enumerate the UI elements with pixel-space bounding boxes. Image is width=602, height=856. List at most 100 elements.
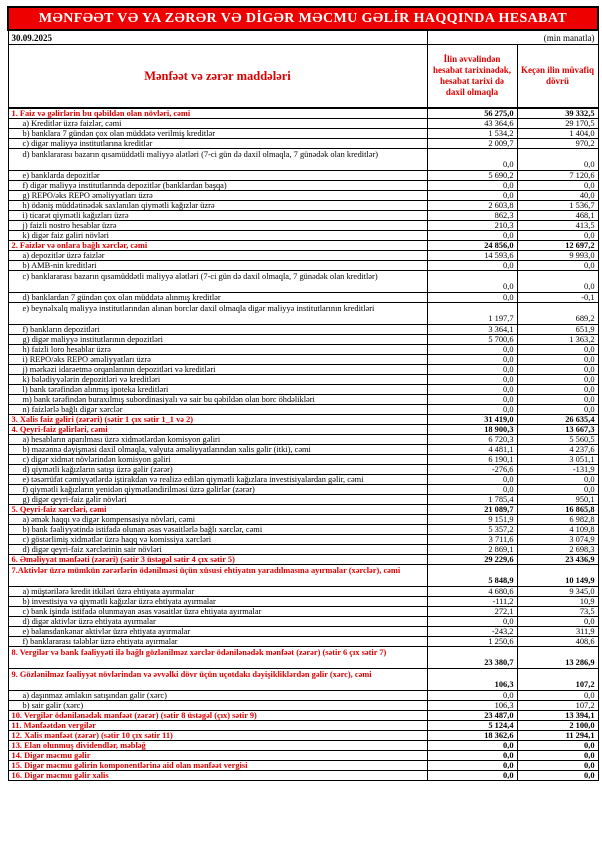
table-row: b) sair gəlir (xərc) 106,3 107,2 bbox=[7, 700, 599, 711]
row-value-col1: 862,3 bbox=[426, 210, 518, 221]
row-value-col2: 0,0 bbox=[516, 180, 599, 191]
table-row: 8. Vergilər və bank fəaliyyəti ilə bağlı… bbox=[7, 646, 599, 669]
table-row: j) faizli nostro hesablar üzrə 210,3 413,5 bbox=[7, 220, 599, 231]
table-row: 13. Elan olunmuş dividendlər, məbləğ 0,0 0… bbox=[7, 740, 599, 751]
row-value-col2: 0,0 bbox=[516, 750, 599, 761]
row-value-col2: 1 536,7 bbox=[516, 200, 599, 211]
row-value-col2: -0,1 bbox=[516, 292, 599, 303]
table-row: c) digər maliyyə institutlarına kreditlə… bbox=[7, 138, 599, 149]
row-label: n) faizlərlə bağlı digər xərclər bbox=[7, 404, 428, 415]
table-row: c) banklararası bazarın qısamüddətli mal… bbox=[7, 270, 599, 293]
row-value-col1: 14 593,6 bbox=[426, 250, 518, 261]
row-value-col2: 11 294,1 bbox=[516, 730, 599, 741]
row-value-col1: 0,0 bbox=[426, 690, 518, 701]
table-row: g) digər maliyyə institutlarının depozit… bbox=[7, 334, 599, 345]
row-label: a) daşınmaz əmlakın satışından gəlir (xə… bbox=[7, 690, 428, 701]
table-row: e) balansdankənar aktivlər üzrə ehtiyata… bbox=[7, 626, 599, 637]
row-value-col2: 10,9 bbox=[516, 596, 599, 607]
row-value-col2: 23 436,9 bbox=[516, 554, 599, 565]
row-label: 13. Elan olunmuş dividendlər, məbləğ bbox=[7, 740, 428, 751]
table-row: 6. Əməliyyat mənfəəti (zərəri) (sətir 3 … bbox=[7, 554, 599, 565]
row-value-col2: 0,0 bbox=[516, 484, 599, 495]
report-title-bar: MƏNFƏƏT VƏ YA ZƏRƏR VƏ DİGƏR MƏCMU GƏLİR… bbox=[6, 6, 600, 31]
row-value-col2: 0,0 bbox=[516, 230, 599, 241]
row-value-col2: 12 697,2 bbox=[516, 240, 599, 251]
row-value-col1: 0,0 bbox=[426, 384, 518, 395]
row-value-col2: 0,0 bbox=[516, 394, 599, 405]
row-value-col1: -111,2 bbox=[426, 596, 518, 607]
row-value-col1: 0,0 bbox=[426, 148, 518, 171]
table-row: h) ödəniş müddətinədək saxlanılan qiymət… bbox=[7, 200, 599, 211]
table-row: 3. Xalis faiz gəliri (zərəri) (sətir 1 ç… bbox=[7, 414, 599, 425]
row-value-col2: 9 345,0 bbox=[516, 586, 599, 597]
table-row: g) digər qeyri-faiz gəlir növləri 1 785,4… bbox=[7, 494, 599, 505]
table-row: b) məzənnə dəyişməsi daxil olmaqla, valy… bbox=[7, 444, 599, 455]
row-value-col2: 5 560,5 bbox=[516, 434, 599, 445]
row-value-col2: 689,2 bbox=[516, 302, 599, 325]
row-value-col1: 2 009,7 bbox=[426, 138, 518, 149]
row-value-col2: 468,1 bbox=[516, 210, 599, 221]
row-value-col1: 31 419,0 bbox=[426, 414, 518, 425]
row-value-col2: 413,5 bbox=[516, 220, 599, 231]
row-value-col2: 13 667,3 bbox=[516, 424, 599, 435]
row-value-col1: 4 481,1 bbox=[426, 444, 518, 455]
table-row: 1. Faiz və gəlirlərin bu qəbildən olan n… bbox=[7, 107, 599, 119]
table-row: b) bank fəaliyyətində istifadə olunan əs… bbox=[7, 524, 599, 535]
row-label: d) banklardan 7 gündən çox olan müddətə … bbox=[7, 292, 428, 303]
row-value-col1: 0,0 bbox=[426, 394, 518, 405]
row-label: d) qiymətli kağızların satışı üzrə gəlir… bbox=[7, 464, 428, 475]
table-row: e) banklarda depozitlər 5 690,2 7 120,6 bbox=[7, 170, 599, 181]
row-value-col2: 13 394,1 bbox=[516, 710, 599, 721]
row-value-col1: 21 089,7 bbox=[426, 504, 518, 515]
table-row: 10. Vergilər ödənilənədək mənfəət (zərər… bbox=[7, 710, 599, 721]
row-label: 1. Faiz və gəlirlərin bu qəbildən olan n… bbox=[7, 107, 428, 119]
table-row: b) AMB-nin kreditləri 0,0 0,0 bbox=[7, 260, 599, 271]
row-label: g) REPO/əks REPO əməliyyatları üzrə bbox=[7, 190, 428, 201]
row-value-col2: 950,1 bbox=[516, 494, 599, 505]
items-column-header: Mənfəət və zərər maddələri bbox=[7, 44, 428, 109]
row-value-col1: 272,1 bbox=[426, 606, 518, 617]
row-value-col1: 106,3 bbox=[426, 700, 518, 711]
table-row: i) ticarət qiymətli kağızları üzrə 862,3 4… bbox=[7, 210, 599, 221]
row-label: c) digər xidmət növlərindən komisyon gəl… bbox=[7, 454, 428, 465]
row-value-col1: 5 690,2 bbox=[426, 170, 518, 181]
table-row: d) qiymətli kağızların satışı üzrə gəlir… bbox=[7, 464, 599, 475]
row-value-col2: 0,0 bbox=[516, 354, 599, 365]
table-row: 11. Mənfəətdən vergilər 5 124,4 2 100,0 bbox=[7, 720, 599, 731]
row-value-col1: 56 275,0 bbox=[426, 107, 518, 119]
table-row: f) bankların depozitləri 3 364,1 651,9 bbox=[7, 324, 599, 335]
row-label: 14. Digər məcmu gəlir bbox=[7, 750, 428, 761]
row-value-col2: 0,0 bbox=[516, 740, 599, 751]
row-value-col1: 23 487,0 bbox=[426, 710, 518, 721]
row-value-col2: 13 286,9 bbox=[516, 646, 599, 669]
row-label: f) bankların depozitləri bbox=[7, 324, 428, 335]
table-row: 2. Faizlər və onlara bağlı xərclər, cəmi… bbox=[7, 240, 599, 251]
table-row: m) bank tərəfindən buraxılmış subordinas… bbox=[7, 394, 599, 405]
row-label: c) digər maliyyə institutlarına kreditlə… bbox=[7, 138, 428, 149]
row-value-col2: 107,2 bbox=[516, 668, 599, 691]
row-label: j) faizli nostro hesablar üzrə bbox=[7, 220, 428, 231]
row-value-col2: 4 237,6 bbox=[516, 444, 599, 455]
table-row: f) qiymətli kağızların yenidən qiymətlən… bbox=[7, 484, 599, 495]
row-value-col2: 0,0 bbox=[516, 364, 599, 375]
row-label: k) digər faiz gəliri növləri bbox=[7, 230, 428, 241]
row-label: b) sair gəlir (xərc) bbox=[7, 700, 428, 711]
row-value-col1: 6 720,3 bbox=[426, 434, 518, 445]
row-value-col1: 0,0 bbox=[426, 190, 518, 201]
row-label: i) REPO/əks REPO əməliyyatları üzrə bbox=[7, 354, 428, 365]
row-value-col1: 2 869,1 bbox=[426, 544, 518, 555]
row-value-col1: 0,0 bbox=[426, 760, 518, 771]
table-row: 5. Qeyri-faiz xərcləri, cəmi 21 089,7 16 8… bbox=[7, 504, 599, 515]
row-value-col2: 0,0 bbox=[516, 260, 599, 271]
row-label: h) ödəniş müddətinədək saxlanılan qiymət… bbox=[7, 200, 428, 211]
row-value-col1: 0,0 bbox=[426, 270, 518, 293]
row-value-col1: 0,0 bbox=[426, 364, 518, 375]
row-value-col2: 3 051,1 bbox=[516, 454, 599, 465]
row-label: a) müştərilərə kredit itkiləri üzrə ehti… bbox=[7, 586, 428, 597]
table-row: g) REPO/əks REPO əməliyyatları üzrə 0,0 40… bbox=[7, 190, 599, 201]
table-row: 15. Digər məcmu gəlirin komponentlərinə … bbox=[7, 760, 599, 771]
row-value-col1: 5 357,2 bbox=[426, 524, 518, 535]
row-label: 16. Digər məcmu gəlir xalis bbox=[7, 770, 428, 781]
row-value-col1: 1 785,4 bbox=[426, 494, 518, 505]
row-value-col1: 0,0 bbox=[426, 484, 518, 495]
